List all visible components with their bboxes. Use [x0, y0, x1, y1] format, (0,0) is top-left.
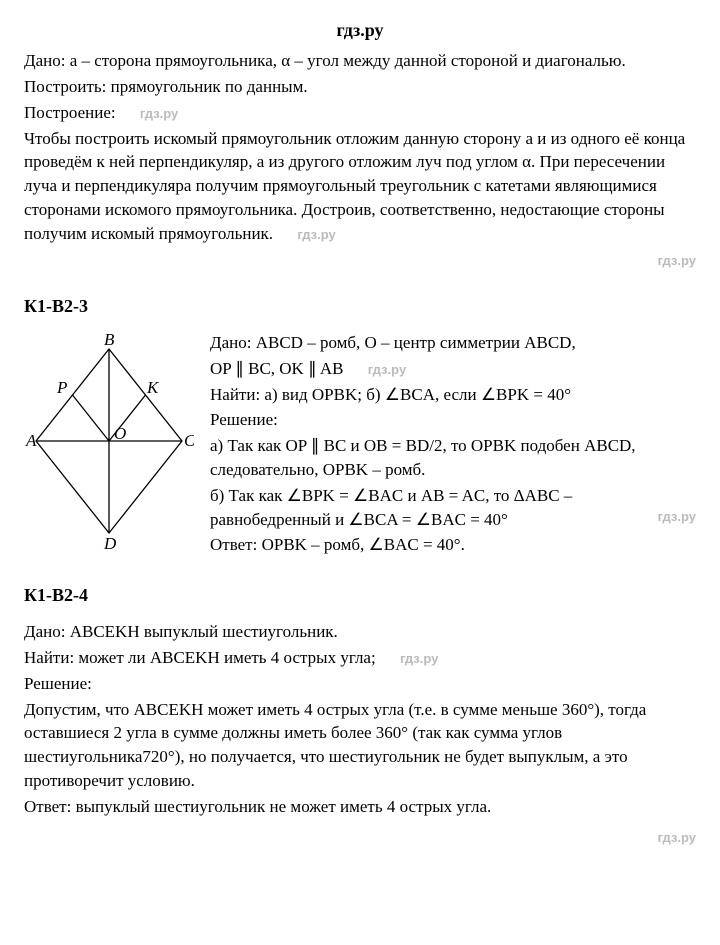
label-D: D — [103, 534, 117, 551]
page-logo: гдз.ру — [24, 18, 696, 43]
p3-solution-label: Решение: — [24, 672, 696, 696]
p3-title: К1-В2-4 — [24, 583, 696, 608]
p1-body-text: Чтобы построить искомый прямоугольник от… — [24, 129, 685, 243]
p2-part-b-text: б) Так как ∠BPK = ∠BAC и AB = AC, то ΔAB… — [210, 486, 572, 529]
p2-given1: Дано: ABCD – ромб, O – центр симметрии A… — [210, 331, 696, 355]
p2-text: Дано: ABCD – ромб, O – центр симметрии A… — [210, 331, 696, 559]
p1-body: Чтобы построить искомый прямоугольник от… — [24, 127, 696, 246]
p1-construction-text: Построение: — [24, 103, 116, 122]
watermark-inline-1: гдз.ру — [140, 106, 178, 121]
p2-part-b: б) Так как ∠BPK = ∠BAC и AB = AC, то ΔAB… — [210, 484, 696, 532]
p2-given2: OP ∥ BC, OK ∥ AB гдз.ру — [210, 357, 696, 381]
label-B: B — [104, 331, 115, 349]
label-P: P — [56, 378, 67, 397]
rhombus-diagram: B A C D P K O — [24, 331, 194, 558]
p2-title: К1-В2-3 — [24, 294, 696, 319]
p1-construction-label: Построение: гдз.ру — [24, 101, 696, 125]
p3-given: Дано: ABCEKH выпуклый шестиугольник. — [24, 620, 696, 644]
p2-find: Найти: а) вид OPBK; б) ∠BCA, если ∠BPK =… — [210, 383, 696, 407]
p2-part-a: а) Так как OP ∥ BC и OB = BD/2, то OPBK … — [210, 434, 696, 482]
p2-solution-label: Решение: — [210, 408, 696, 432]
watermark-right-1: гдз.ру — [24, 252, 696, 270]
label-C: C — [184, 431, 194, 450]
label-A: A — [25, 431, 37, 450]
p3-body: Допустим, что ABCEKH может иметь 4 остры… — [24, 698, 696, 793]
p2-content: B A C D P K O Дано: ABCD – ромб, O – цен… — [24, 331, 696, 559]
p3-find-text: Найти: может ли ABCEKH иметь 4 острых уг… — [24, 648, 376, 667]
footer-watermark: гдз.ру — [24, 829, 696, 847]
p2-answer: Ответ: OPBK – ромб, ∠BAC = 40°. — [210, 533, 696, 557]
watermark-inline-5: гдз.ру — [400, 651, 438, 666]
label-O: O — [114, 424, 126, 443]
p1-given: Дано: a – сторона прямоугольника, α – уг… — [24, 49, 696, 73]
p2-given2-text: OP ∥ BC, OK ∥ AB — [210, 359, 344, 378]
watermark-inline-4: гдз.ру — [658, 508, 696, 526]
watermark-inline-2: гдз.ру — [297, 227, 335, 242]
p3-answer: Ответ: выпуклый шестиугольник не может и… — [24, 795, 696, 819]
watermark-inline-3: гдз.ру — [368, 362, 406, 377]
p1-build: Построить: прямоугольник по данным. — [24, 75, 696, 99]
label-K: K — [146, 378, 160, 397]
p3-find: Найти: может ли ABCEKH иметь 4 острых уг… — [24, 646, 696, 670]
